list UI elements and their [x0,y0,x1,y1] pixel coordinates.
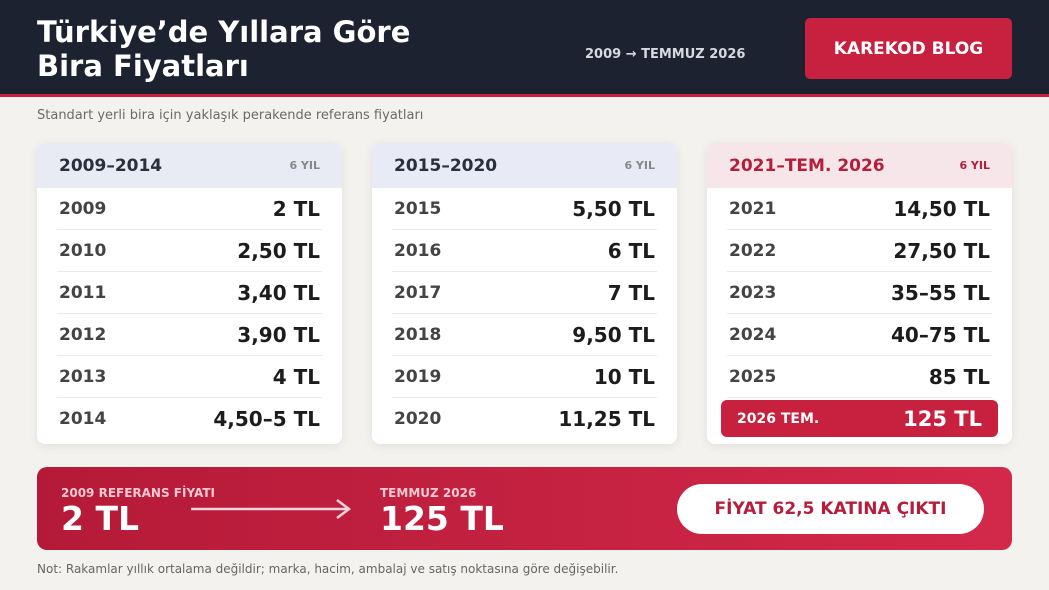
panel-count: 6 YIL [624,159,655,172]
year: 2009 [59,198,107,219]
price: 3,90 TL [237,322,320,347]
brand: KAREKOD BLOG [805,18,1012,79]
panel-header: 2021–TEM. 2026 6 YIL [707,143,1012,188]
price-row: 2009 2 TL [57,188,322,230]
date-range: 2009 → TEMMUZ 2026 [585,47,746,62]
panel-header: 2009–2014 6 YIL [37,143,342,188]
price: 4,50–5 TL [213,407,320,431]
year: 2018 [394,324,442,345]
price-panel: 2021–TEM. 2026 6 YIL 2021 14,50 TL 2022 27,50… [707,143,1012,444]
price-row: 2026 TEM. 125 TL [721,400,998,437]
year: 2024 [729,324,777,345]
year: 2015 [394,198,442,219]
price-row: 2017 7 TL [392,272,657,314]
price-row: 2016 6 TL [392,230,657,272]
from-label: 2009 REFERANS FİYATI [61,486,216,500]
price-panel: 2015–2020 6 YIL 2015 5,50 TL 2016 6 TL 2017 7 T… [372,143,677,444]
price: 9,50 TL [572,322,655,347]
price-row: 2022 27,50 TL [727,230,992,272]
badge: FİYAT 62,5 KATINA ÇIKTI [677,484,984,534]
price-row: 2012 3,90 TL [57,314,322,356]
panel-count: 6 YIL [289,159,320,172]
price: 125 TL [903,406,982,431]
price-row: 2021 14,50 TL [727,188,992,230]
price: 85 TL [928,364,990,389]
year: 2023 [729,282,777,303]
year: 2022 [729,240,777,261]
price: 10 TL [593,364,655,389]
title: Türkiye’de Yıllara Göre Bira Fiyatları [37,15,410,83]
year: 2021 [729,198,777,219]
arrow [191,499,352,519]
from-value: 2 TL [61,499,139,538]
panel-header: 2015–2020 6 YIL [372,143,677,188]
note: Not: Rakamlar yıllık ortalama değildir; … [37,562,619,576]
title-line: Türkiye’de Yıllara Göre [37,15,411,49]
price-row: 2013 4 TL [57,356,322,398]
year: 2017 [394,282,442,303]
year: 2025 [729,366,777,387]
year: 2026 TEM. [737,410,820,427]
price-row: 2014 4,50–5 TL [57,398,322,440]
price-row: 2023 35–55 TL [727,272,992,314]
subtitle: Standart yerli bira için yaklaşık perake… [37,108,424,123]
summary: 2009 REFERANS FİYATI 2 TL TEMMUZ 2026 12… [37,467,1012,550]
price-row: 2019 10 TL [392,356,657,398]
price-row: 2010 2,50 TL [57,230,322,272]
year: 2019 [394,366,442,387]
price: 4 TL [272,364,320,389]
to-value: 125 TL [380,499,504,538]
year: 2013 [59,366,107,387]
price: 14,50 TL [893,196,990,221]
price-row: 2015 5,50 TL [392,188,657,230]
price: 2,50 TL [237,238,320,263]
year: 2010 [59,240,107,261]
title-line: Bira Fiyatları [37,49,249,83]
price-row: 2020 11,25 TL [392,398,657,440]
price-panel: 2009–2014 6 YIL 2009 2 TL 2010 2,50 TL 2011 3,4… [37,143,342,444]
price: 27,50 TL [893,238,990,263]
year: 2014 [59,409,107,429]
price: 2 TL [272,196,320,221]
panel-title: 2009–2014 [59,155,163,176]
panel-count: 6 YIL [959,159,990,172]
price: 3,40 TL [237,280,320,305]
year: 2011 [59,282,107,303]
price: 40–75 TL [890,322,990,347]
price: 35–55 TL [890,280,990,305]
price-row: 2024 40–75 TL [727,314,992,356]
price: 6 TL [607,238,655,263]
panel-title: 2021–TEM. 2026 [729,155,885,176]
year: 2020 [394,409,442,429]
price: 5,50 TL [572,196,655,221]
price: 7 TL [607,280,655,305]
price-row: 2018 9,50 TL [392,314,657,356]
header: Türkiye’de Yıllara Göre Bira Fiyatları 2… [0,0,1049,97]
year: 2012 [59,324,107,345]
price-row: 2025 85 TL [727,356,992,398]
year: 2016 [394,240,442,261]
panel-title: 2015–2020 [394,155,498,176]
price: 11,25 TL [558,407,655,431]
price-row: 2011 3,40 TL [57,272,322,314]
to-label: TEMMUZ 2026 [380,486,477,500]
